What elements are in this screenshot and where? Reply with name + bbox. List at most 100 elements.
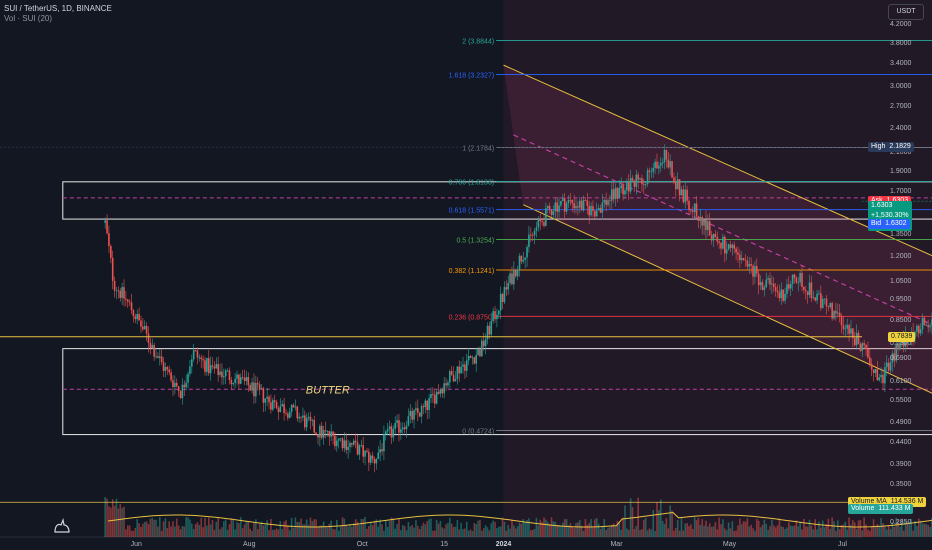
volume-bar: [319, 525, 321, 537]
candle-body: [294, 406, 297, 408]
volume-bar: [140, 526, 142, 537]
candle-body: [524, 257, 526, 260]
volume-bar: [750, 524, 752, 537]
candle-body: [528, 234, 530, 248]
candle-body: [669, 161, 671, 168]
volume-bar: [418, 529, 421, 537]
volume-bar: [362, 519, 364, 537]
volume-bar: [686, 523, 688, 537]
candle-body: [439, 389, 442, 394]
candle-body: [288, 411, 291, 418]
volume-bar: [588, 522, 590, 537]
volume-bar: [221, 527, 223, 537]
volume-bar: [467, 530, 470, 537]
volume-bar: [548, 523, 551, 537]
time-axis-label: Mar: [610, 541, 623, 548]
candle-body: [454, 379, 457, 382]
volume-bar: [725, 530, 728, 537]
volume-bar: [300, 518, 302, 537]
volume-bar: [682, 530, 685, 537]
volume-bar: [258, 524, 261, 537]
volume-bar: [740, 524, 743, 537]
candle-body: [149, 343, 152, 349]
volume-bar: [373, 520, 376, 537]
candle-body: [899, 342, 901, 350]
volume-bar: [708, 523, 711, 537]
volume-bar: [703, 525, 705, 537]
candle-body: [650, 171, 653, 173]
volume-bar: [275, 528, 278, 537]
volume-bar: [426, 520, 429, 537]
candle-body: [196, 350, 199, 358]
volume-bar: [688, 526, 690, 537]
candle-body: [731, 244, 734, 248]
candle-body: [735, 248, 737, 253]
candle-body: [814, 297, 816, 301]
candle-body: [296, 406, 299, 419]
volume-bar: [452, 527, 455, 537]
volume-bar: [266, 520, 268, 537]
volume-bar: [349, 524, 351, 537]
candle-body: [339, 438, 342, 440]
volume-bar: [471, 530, 474, 537]
candle-body: [780, 289, 783, 299]
candle-body: [857, 332, 860, 344]
volume-bar: [705, 520, 707, 537]
candle-body: [701, 216, 703, 226]
candle-body: [823, 298, 826, 300]
candle-body: [810, 282, 813, 299]
candle-body: [328, 431, 331, 437]
volume-bar: [441, 527, 444, 537]
candle-body: [929, 325, 931, 328]
candle-body: [322, 430, 325, 438]
candle-body: [125, 298, 127, 300]
volume-bar: [586, 524, 589, 537]
volume-bar: [652, 509, 655, 537]
candle-body: [558, 205, 560, 212]
candle-body: [522, 259, 525, 262]
candle-body: [311, 419, 314, 421]
chart-header: SUI / TetherUS, 1D, BINANCE Vol · SUI (2…: [4, 4, 112, 24]
price-axis-label: 1.7000: [890, 188, 912, 196]
price-axis[interactable]: 4.2000 3.8000 3.4000 3.0000 2.7000 2.4000 2.10…: [862, 0, 932, 550]
candle-body: [405, 425, 408, 430]
candle-body: [481, 340, 483, 357]
volume-indicator-label[interactable]: Vol · SUI (20): [4, 14, 53, 23]
volume-bar: [776, 525, 779, 537]
candle-body: [354, 440, 357, 443]
candle-body: [249, 385, 251, 391]
candle-body: [799, 273, 801, 283]
volume-bar: [347, 526, 349, 537]
volume-bar: [298, 521, 300, 537]
candle-body: [925, 325, 928, 326]
candle-body: [550, 209, 553, 215]
candle-body: [754, 266, 756, 277]
volume-bar: [194, 524, 197, 537]
candle-body: [490, 320, 493, 335]
volume-bar: [106, 498, 108, 537]
candle-body: [769, 278, 771, 285]
volume-bar: [166, 528, 169, 537]
candle-body: [464, 364, 466, 371]
candle-body: [121, 287, 123, 298]
volume-bar: [901, 518, 903, 537]
channel-lower-line: [523, 204, 932, 394]
volume-bar: [271, 529, 274, 537]
candle-body: [298, 416, 300, 419]
volume-bar: [744, 521, 747, 537]
candle-body: [678, 179, 681, 196]
volume-bar: [481, 530, 483, 537]
volume-bar: [253, 522, 255, 537]
volume-bar: [823, 527, 826, 537]
candle-body: [175, 382, 178, 387]
currency-badge[interactable]: USDT: [888, 4, 924, 20]
symbol-title[interactable]: SUI / TetherUS, 1D, BINANCE: [4, 4, 112, 13]
volume-bar: [912, 530, 914, 537]
volume-bar: [578, 520, 581, 537]
candle-body: [880, 374, 882, 378]
volume-bar: [175, 518, 178, 537]
candle-body: [592, 206, 594, 211]
volume-bar: [189, 519, 191, 537]
volume-bar: [172, 521, 174, 537]
